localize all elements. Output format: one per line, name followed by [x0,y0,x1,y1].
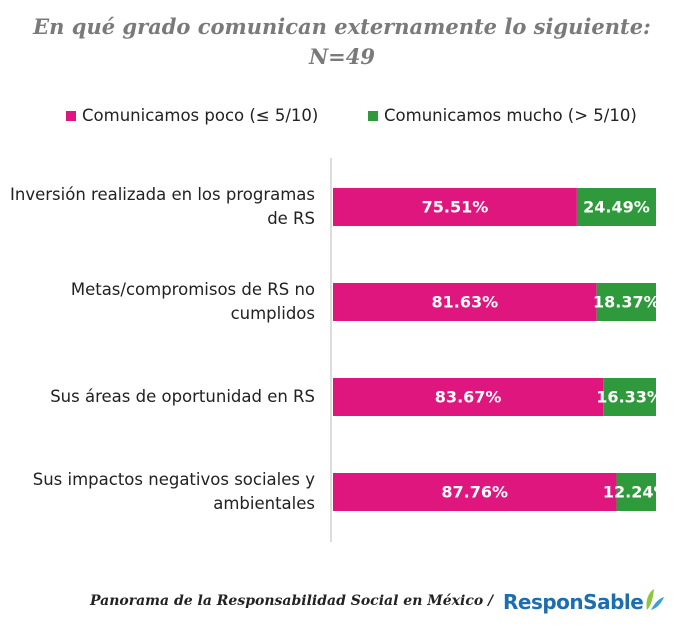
value-label: 81.63% [432,293,499,312]
legend-item: Comunicamos mucho (> 5/10) [368,106,637,125]
value-label: 87.76% [441,483,508,502]
logo-icon [646,589,665,610]
bar-segment [333,378,604,416]
legend-swatch [66,110,76,121]
bar-segment [576,188,656,226]
value-label: 24.49% [583,198,650,217]
bar-segment [333,283,597,321]
logo-text: ResponSable [503,590,644,614]
value-label: 12.24% [603,483,670,502]
bar-segment [333,188,577,226]
bar-segment [596,283,656,321]
category-label: Inversión realizada en los programas de … [10,185,315,228]
legend-item: Comunicamos poco (≤ 5/10) [66,106,318,125]
footer: Panorama de la Responsabilidad Social en… [90,593,494,609]
category-label: Sus impactos negativos sociales y ambien… [32,470,315,513]
legend-swatch [368,110,378,121]
value-label: 18.37% [593,293,660,312]
bar-segment [603,378,656,416]
bar-segment [333,473,617,511]
value-label: 16.33% [596,388,663,407]
chart-subtitle: N=49 [308,44,375,69]
chart-title: En qué grado comunican externamente lo s… [33,14,651,39]
legend-label: Comunicamos poco (≤ 5/10) [82,106,319,125]
value-label: 83.67% [435,388,502,407]
bar-segment [616,473,656,511]
category-label: Metas/compromisos de RS no cumplidos [70,280,315,323]
legend-label: Comunicamos mucho (> 5/10) [384,106,637,125]
logo: ResponSable [503,588,665,614]
value-label: 75.51% [422,198,489,217]
category-label: Sus áreas de oportunidad en RS [50,387,315,406]
